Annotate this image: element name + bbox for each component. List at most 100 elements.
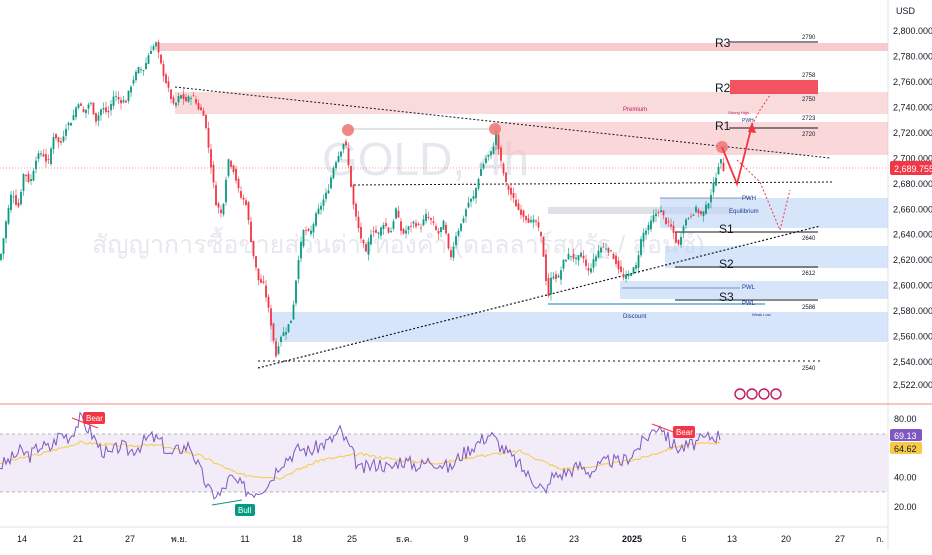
time-tick-label: พ.ย. [171,534,187,544]
price-tick-label: 2,660.000 [893,204,932,214]
candle-body [502,163,505,174]
candle-body [705,204,707,214]
candle-body [167,81,170,88]
candle-body [467,202,470,208]
candle-body [375,229,377,233]
candle-body [480,168,482,176]
strong-high-label: Strong High [728,110,749,115]
candle-body [575,257,577,260]
candle-body [55,133,57,139]
time-tick-label: ก. [876,534,884,544]
candle-body [707,203,710,209]
candle-body [165,74,167,84]
candle-body [465,209,467,217]
time-axis[interactable]: 14 21 27 พ.ย. 11 18 25 ธ.ค. 9 16 23 2025 6 13 20 27 ก. [17,534,884,544]
candle-body [427,216,430,218]
divergence-line [651,423,677,434]
rsi-panel: Bear Bear Bull [0,411,888,516]
r1-value-upper: 2723 [802,116,816,122]
r1-band [495,122,888,155]
r3-value: 2790 [802,35,816,41]
bear-badge [83,412,105,424]
swing-high-marker [342,124,354,136]
price-tick-label: 2,740.000 [893,102,932,112]
candle-body [550,277,552,295]
candle-body [392,221,395,229]
candle-body [117,97,120,100]
candle-body [15,195,17,205]
event-flags[interactable] [734,388,782,400]
candle-body [162,64,165,76]
candle-body [315,213,317,226]
candle-body [325,192,327,199]
candle-body [352,184,355,205]
candle-body [242,197,245,200]
candle-body [265,285,267,298]
candle-body [395,208,397,219]
candle-body [632,267,635,274]
candle-body [190,98,192,99]
candle-body [522,210,525,217]
candle-body [660,210,662,213]
r2-label: R2 [715,81,731,95]
rsi-tick-label: 80.00 [894,414,917,424]
candle-body [365,244,367,252]
candle-body [402,228,405,234]
candles-layer [0,39,725,358]
candle-body [495,131,497,145]
equilibrium-label: Equilibrium [729,209,759,215]
candle-body [155,42,157,47]
level-labels: R3 2790 R2 2758 2750 R1 2723 2720 S1 264… [715,35,816,372]
candle-body [675,232,677,243]
candle-body [552,276,555,279]
candle-body [25,174,27,177]
divergence-line [211,499,243,506]
candle-body [100,109,102,116]
candle-body [400,221,402,231]
r2-value-lower: 2750 [802,97,816,103]
candle-body [180,95,182,99]
candle-body [327,190,330,194]
candle-body [205,114,207,129]
candle-body [607,248,610,253]
candle-body [627,273,630,277]
projection-path-solid [721,124,753,187]
candle-body [142,70,145,72]
candle-body [77,104,80,108]
candle-body [635,265,637,269]
support-band-1 [660,198,888,228]
s2-label: S2 [719,257,734,271]
price-axis[interactable]: 2,800.000 2,780.000 2,760.000 2,740.000 2,72… [893,26,932,390]
candle-body [472,196,475,199]
candle-body [287,324,290,333]
candle-body [355,203,357,217]
candle-body [507,185,510,190]
candle-body [302,229,305,247]
candle-body [60,140,62,143]
candle-body [282,332,285,336]
candle-body [267,296,270,308]
candle-body [545,254,547,281]
candle-body [122,100,125,103]
candle-body [580,252,582,257]
pwh-label-2: PWH [742,196,756,202]
candle-body [120,99,122,104]
support-band-2 [665,246,888,268]
flag-icon [770,388,782,400]
candle-body [277,346,280,354]
candle-body [722,162,725,172]
candle-body [425,213,427,221]
candle-body [572,253,575,259]
candle-body [310,230,312,234]
candle-body [20,191,22,205]
candle-body [330,177,332,189]
candle-body [110,103,112,111]
projection-arrows [721,94,791,232]
candle-body [172,97,175,104]
rsi-ma-line [0,440,721,480]
candle-body [245,200,247,205]
candle-body [192,95,195,97]
candle-body [210,149,212,168]
candle-body [417,223,420,225]
